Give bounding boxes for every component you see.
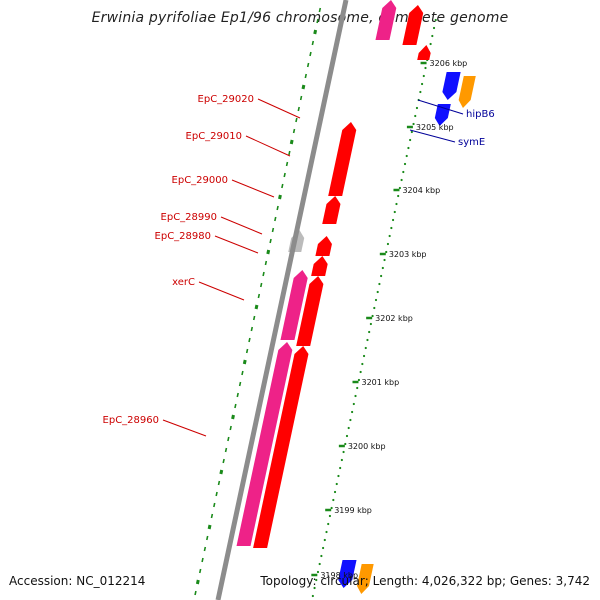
tick-labels: 3206 kbp 3205 kbp 3204 kbp 3203 kbp 3202 kbp…: [311, 59, 467, 580]
map-title: Erwinia pyrifoliae Ep1/96 chromosome, co…: [91, 10, 509, 26]
gene-label[interactable]: EpC_29000: [172, 175, 228, 186]
tick-label: 3205 kbp: [416, 123, 454, 132]
gene-EpC_29010[interactable]: [322, 196, 341, 224]
gene-features: [236, 0, 476, 594]
tick-label: 3201 kbp: [362, 378, 400, 387]
tick-label: 3204 kbp: [402, 186, 440, 195]
tick-label: 3198 kbp: [320, 571, 358, 580]
gene-label[interactable]: EpC_28980: [155, 231, 211, 242]
gene-EpC_28960[interactable]: [253, 346, 309, 548]
gene-orange-2[interactable]: [356, 564, 374, 594]
gene-xerC[interactable]: [296, 276, 324, 346]
gene-top-pink[interactable]: [375, 0, 397, 40]
topology-summary: Topology: circular; Length: 4,026,322 bp…: [260, 574, 590, 588]
gene-blue-2[interactable]: [434, 104, 451, 126]
gene-label[interactable]: EpC_28960: [103, 415, 159, 426]
gene-EpC_28990[interactable]: [315, 236, 332, 256]
gene-label[interactable]: xerC: [172, 277, 195, 288]
gene-label[interactable]: symE: [458, 137, 485, 148]
gene-blue-1[interactable]: [442, 72, 461, 100]
gene-label[interactable]: hipB6: [466, 109, 495, 120]
tick-label: 3202 kbp: [375, 314, 413, 323]
accession-text: Accession: NC_012214: [9, 574, 146, 588]
gene-blue-3[interactable]: [338, 560, 357, 588]
tick-label: 3206 kbp: [430, 59, 468, 68]
gene-EpC_29020[interactable]: [328, 122, 357, 196]
gene-hipB6[interactable]: [458, 76, 476, 108]
gene-labels: EpC_29020 EpC_29010 EpC_29000 EpC_28990 EpC_…: [103, 94, 495, 437]
gc-content-ring: [194, 7, 322, 596]
tick-ring: [311, 18, 437, 598]
gene-label[interactable]: EpC_28990: [161, 212, 217, 223]
gene-small-red[interactable]: [417, 45, 431, 60]
gene-pink-lower[interactable]: [236, 342, 293, 546]
tick-label: 3203 kbp: [389, 250, 427, 259]
gene-pink-upper[interactable]: [280, 270, 308, 340]
gene-label[interactable]: EpC_29010: [186, 131, 242, 142]
gene-EpC_28980[interactable]: [311, 256, 328, 276]
genome-backbone: [215, 0, 349, 600]
tick-label: 3199 kbp: [334, 506, 372, 515]
gene-top-red[interactable]: [402, 5, 424, 45]
tick-label: 3200 kbp: [348, 442, 386, 451]
gene-label[interactable]: EpC_29020: [198, 94, 254, 105]
